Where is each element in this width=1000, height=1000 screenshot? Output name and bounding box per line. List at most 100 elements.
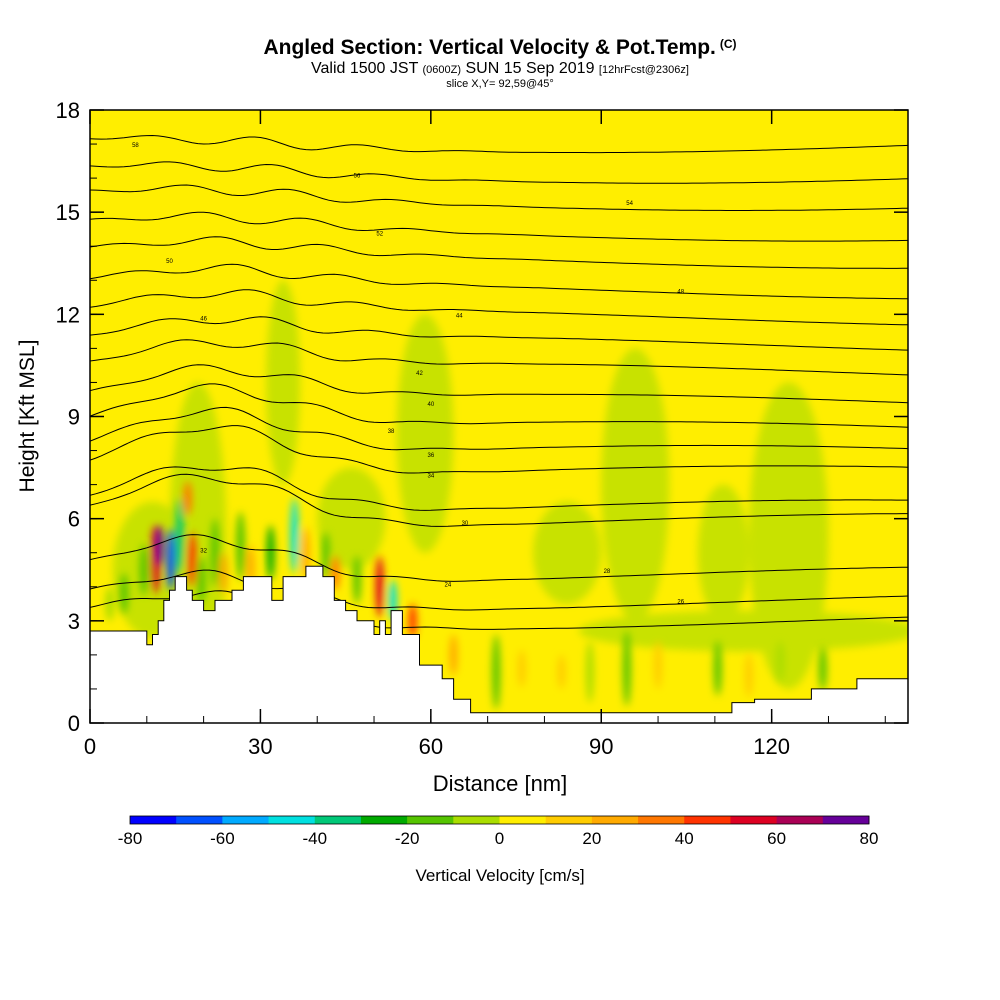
theta-contour-label: 36 — [427, 453, 434, 459]
theta-contour-label: 58 — [132, 143, 139, 149]
velocity-cell — [188, 532, 197, 587]
theta-contour-label: 24 — [445, 582, 452, 588]
theta-contour-label: 44 — [456, 313, 463, 319]
theta-contour-line — [90, 263, 908, 300]
theta-contour-label: 38 — [388, 429, 395, 435]
velocity-cell — [622, 631, 631, 706]
velocity-cell — [408, 603, 417, 638]
colorbar-swatch — [176, 816, 223, 824]
velocity-cell — [105, 586, 115, 621]
chart-title: Angled Section: Vertical Velocity & Pot.… — [263, 36, 737, 59]
theta-contour-label: 52 — [376, 232, 383, 238]
y-tick-label: 18 — [56, 98, 80, 123]
velocity-cell — [290, 498, 299, 574]
terrain-profile — [90, 565, 908, 723]
theta-contour-line — [90, 383, 908, 428]
colorbar-tick-label: -20 — [395, 829, 420, 848]
velocity-cell — [352, 556, 361, 604]
y-axis-label: Height [Kft MSL] — [16, 340, 39, 493]
velocity-cell — [375, 556, 384, 618]
theta-contours: 24 26 28 30 32 34 36 38 40 42 44 46 48 50 52 54 56 58 — [90, 134, 908, 630]
theta-contour-line — [90, 134, 908, 154]
theta-contour-label: 26 — [677, 599, 684, 605]
colorbar-tick-label: -80 — [118, 829, 143, 848]
colorbar-swatch — [638, 816, 685, 824]
colorbar-tick-label: 40 — [675, 829, 694, 848]
colorbar-swatch — [453, 816, 500, 824]
theta-contour-line — [90, 236, 908, 269]
velocity-cell — [183, 481, 192, 516]
colorbar-frame — [129, 815, 870, 825]
colorbar-tick-label: -40 — [302, 829, 327, 848]
field-region — [697, 484, 749, 621]
velocity-cell — [776, 641, 785, 683]
velocity-cell — [120, 573, 129, 615]
y-tick-label: 0 — [68, 711, 80, 736]
theta-contour-label: 54 — [626, 201, 633, 207]
colorbar-tick-label: 60 — [767, 829, 786, 848]
x-tick-label: 60 — [419, 734, 443, 759]
colorbar-swatch — [268, 816, 316, 824]
colorbar-swatch — [684, 816, 731, 824]
theta-contour-label: 50 — [166, 259, 173, 265]
velocity-cell — [517, 649, 526, 688]
theta-contour-label: 46 — [200, 317, 207, 323]
velocity-cell — [266, 525, 275, 580]
velocity-cell — [139, 544, 149, 596]
terrain-mask — [90, 565, 908, 723]
theta-contour-label: 28 — [604, 569, 611, 575]
theta-contour-line — [90, 425, 908, 474]
velocity-cell — [449, 634, 458, 676]
theta-contour-line — [90, 364, 908, 404]
colorbar-swatch — [407, 816, 454, 824]
theta-contour-label: 32 — [200, 548, 207, 554]
colorbar-label: Vertical Velocity [cm/s] — [415, 866, 584, 885]
velocity-cell — [301, 527, 310, 579]
velocity-cell — [557, 654, 566, 689]
theta-contour-label: 48 — [677, 289, 684, 295]
x-tick-label: 90 — [589, 734, 613, 759]
theta-contour-line — [90, 569, 908, 611]
theta-contour-line — [90, 534, 908, 582]
theta-contour-line — [90, 466, 908, 511]
y-tick-label: 15 — [56, 200, 80, 225]
velocity-cell — [654, 641, 663, 689]
velocity-cell — [166, 528, 175, 591]
chart-subtitle: Valid 1500 JST (0600Z) SUN 15 Sep 2019 [… — [311, 60, 689, 77]
colorbar-swatch — [499, 816, 547, 824]
velocity-cell — [235, 511, 246, 580]
colorbar-tick-label: 0 — [495, 829, 504, 848]
colorbar-tick-label: 80 — [860, 829, 879, 848]
theta-contour-line — [90, 406, 908, 451]
theta-contour-label: 56 — [354, 174, 361, 180]
velocity-cell — [744, 653, 753, 698]
velocity-cell — [197, 556, 206, 604]
colorbar-swatch — [822, 816, 870, 824]
field-region — [317, 467, 386, 570]
x-tick-label: 30 — [248, 734, 272, 759]
field-region — [533, 501, 602, 604]
colorbar-swatch — [130, 816, 177, 824]
colorbar-swatch — [545, 816, 593, 824]
theta-contour-line — [90, 473, 908, 527]
velocity-cell — [492, 634, 501, 710]
colorbar-swatch — [360, 816, 408, 824]
theta-contour-line — [90, 289, 908, 326]
velocity-cell — [585, 641, 594, 703]
y-tick-label: 12 — [56, 302, 80, 327]
velocity-cell — [818, 646, 827, 691]
velocity-cell — [713, 641, 722, 696]
colorbar-swatch — [591, 816, 639, 824]
field-region — [266, 280, 301, 485]
colorbar-swatch — [776, 816, 824, 824]
y-tick-label: 6 — [68, 507, 80, 532]
theta-contour-line — [90, 161, 908, 184]
colorbar-swatch — [314, 816, 362, 824]
theta-contour-line — [90, 211, 908, 242]
velocity-cell — [155, 525, 164, 567]
theta-contour-label: 40 — [427, 402, 434, 408]
theta-contour-line — [90, 590, 908, 630]
colorbar-tick-label: -60 — [210, 829, 235, 848]
